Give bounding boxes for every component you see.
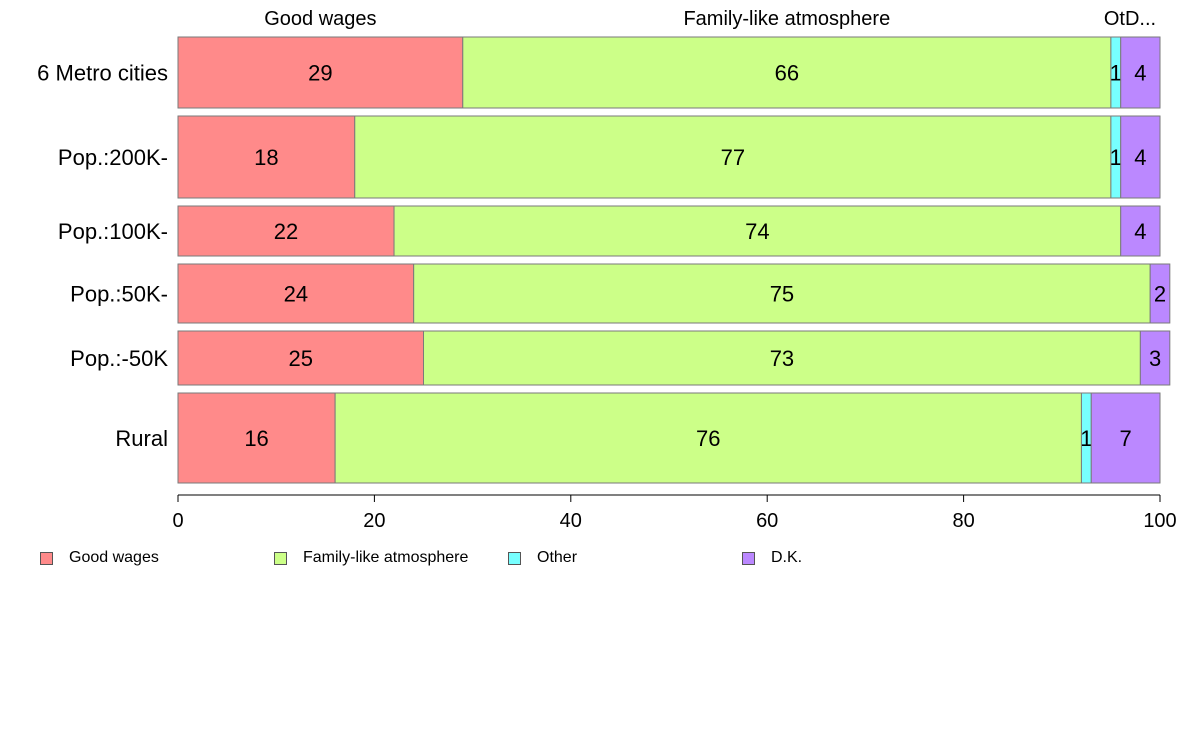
legend-swatch-dk [742,551,755,565]
data-label-pop-100k-d-k: 4 [1134,219,1146,244]
category-label-pop-50k: Pop.:50K- [70,282,168,307]
bar-pop-50k-good-wages [177,263,415,324]
legend-label-other: Other [537,549,578,566]
category-label-rural: Rural [115,426,168,451]
data-label-6-metro-cities-other: 1 [1110,61,1122,86]
data-label-rural-good-wages: 16 [244,426,268,451]
data-label-pop-200k-good-wages: 18 [254,145,278,170]
bar-pop-50k-good-wages [177,330,424,386]
x-tick-label-100: 100 [1143,510,1176,532]
legend-item-family-like-atmosphere: Family-like atmosphere [274,549,468,567]
x-tick-label-20: 20 [363,510,385,532]
data-label-pop-100k-family-like-atmosphere: 74 [745,219,769,244]
bar-6-metro-cities-d-k [1120,36,1161,109]
legend: Good wages Family-like atmosphere Other … [40,549,940,569]
bar-pop-50k-d-k [1149,263,1171,324]
data-label-pop-50k-family-like-atmosphere: 73 [770,346,794,371]
bar-pop-100k-good-wages [177,205,395,257]
data-label-pop-50k-good-wages: 25 [289,346,313,371]
data-label-rural-other: 1 [1080,426,1092,451]
bar-rural-good-wages [177,392,336,484]
category-label-6-metro-cities: 6 Metro cities [37,61,168,86]
bar-pop-100k-family-like-atmosphere [393,205,1122,257]
bar-pop-200k-d-k [1120,115,1161,199]
data-label-pop-50k-d-k: 3 [1149,346,1161,371]
data-label-pop-50k-d-k: 2 [1154,282,1166,307]
legend-item-good-wages: Good wages [40,549,159,567]
bar-rural-d-k [1090,392,1161,484]
bar-pop-200k-good-wages [177,115,356,199]
bar-pop-50k-family-like-atmosphere [423,330,1141,386]
x-tick-label-60: 60 [756,510,778,532]
data-label-pop-200k-other: 1 [1110,145,1122,170]
bar-pop-50k-d-k [1139,330,1171,386]
bar-6-metro-cities-good-wages [177,36,464,109]
category-label-pop-200k: Pop.:200K- [58,145,168,170]
legend-swatch-good-wages [40,551,53,565]
bar-pop-200k-family-like-atmosphere [354,115,1112,199]
legend-swatch-other [508,551,521,565]
bar-rural-family-like-atmosphere [334,392,1082,484]
x-tick-label-80: 80 [952,510,974,532]
data-label-pop-50k-family-like-atmosphere: 75 [770,282,794,307]
data-label-rural-family-like-atmosphere: 76 [696,426,720,451]
legend-label-family-like-atmosphere: Family-like atmosphere [303,549,469,566]
x-tick-label-0: 0 [172,510,183,532]
data-label-6-metro-cities-good-wages: 29 [308,61,332,86]
bar-pop-50k-family-like-atmosphere [413,263,1151,324]
top-label-good-wages: Good wages [264,8,376,30]
category-label-pop-100k: Pop.:100K- [58,219,168,244]
top-label-otd: OtD... [1104,8,1156,30]
data-label-rural-d-k: 7 [1120,426,1132,451]
legend-swatch-family-like-atmosphere [274,551,287,565]
data-label-6-metro-cities-d-k: 4 [1134,61,1146,86]
data-label-pop-100k-good-wages: 22 [274,219,298,244]
legend-label-dk: D.K. [771,549,803,566]
x-tick-label-40: 40 [560,510,582,532]
bar-pop-100k-d-k [1120,205,1161,257]
category-label-pop-50k: Pop.:-50K [70,346,168,371]
legend-label-good-wages: Good wages [69,549,159,566]
data-label-pop-200k-family-like-atmosphere: 77 [721,145,745,170]
bar-6-metro-cities-family-like-atmosphere [462,36,1112,109]
top-label-family-like-atmosphere: Family-like atmosphere [683,8,890,30]
data-label-pop-50k-good-wages: 24 [284,282,308,307]
legend-item-other: Other [508,549,577,567]
data-label-6-metro-cities-family-like-atmosphere: 66 [775,61,799,86]
legend-item-dk: D.K. [742,549,802,567]
data-label-pop-200k-d-k: 4 [1134,145,1146,170]
